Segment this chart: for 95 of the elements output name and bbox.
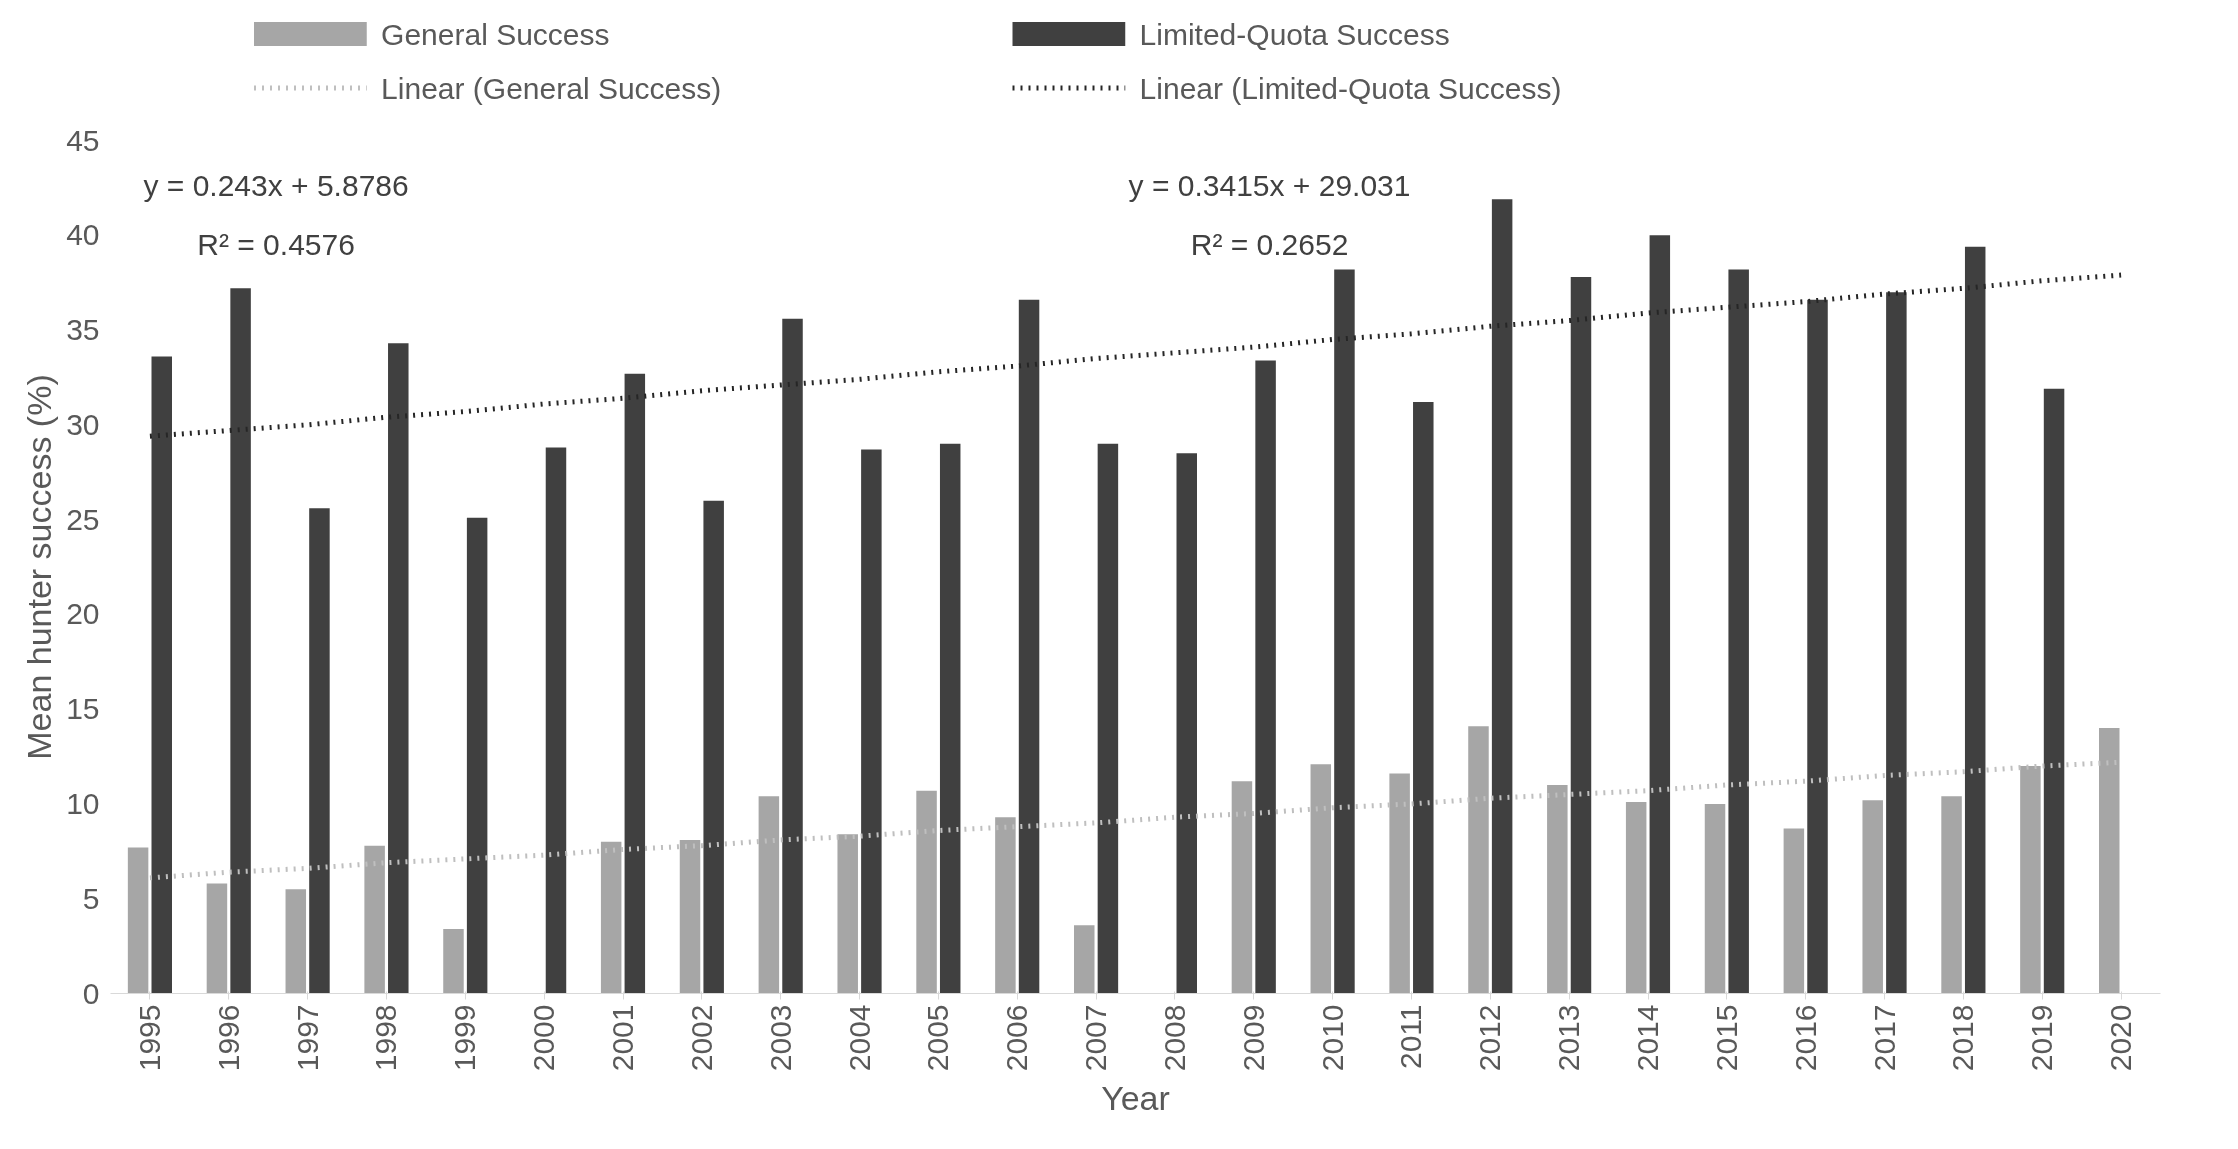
bar — [364, 845, 385, 994]
x-tick-label: 1995 — [132, 1004, 166, 1072]
bar — [1807, 299, 1828, 994]
bar — [1886, 292, 1907, 994]
legend-label: Limited-Quota Success — [1139, 17, 1450, 51]
bar — [1704, 803, 1726, 994]
bar — [206, 883, 228, 994]
bar — [2020, 766, 2041, 994]
bar — [388, 343, 409, 994]
bar — [1964, 246, 1986, 994]
x-tick-label: 1996 — [211, 1004, 245, 1072]
x-tick-label: 2009 — [1236, 1004, 1270, 1072]
x-tick-label: 2014 — [1631, 1004, 1664, 1072]
bar — [1255, 360, 1276, 994]
x-tick-label: 2012 — [1473, 1004, 1507, 1072]
x-tick-label: 1998 — [369, 1004, 403, 1072]
bar — [1097, 443, 1119, 994]
bar — [1941, 796, 1962, 994]
bar — [545, 447, 567, 994]
bar — [1862, 800, 1883, 994]
y-tick-label: 0 — [82, 976, 100, 1010]
bar — [782, 318, 803, 994]
x-tick-label: 2007 — [1079, 1004, 1113, 1072]
x-tick-label: 2019 — [2025, 1004, 2059, 1072]
y-tick-label: 5 — [82, 881, 100, 915]
bar — [285, 889, 307, 994]
bar — [1491, 199, 1513, 994]
x-tick-label: 2015 — [1709, 1004, 1743, 1072]
annotation: y = 0.243x + 5.8786 — [143, 169, 409, 203]
bar — [230, 288, 251, 994]
bar — [1018, 299, 1040, 994]
bar — [995, 817, 1016, 994]
x-tick-label: 2000 — [527, 1004, 561, 1072]
bar — [1570, 276, 1592, 994]
bar — [1468, 726, 1489, 994]
annotation: R² = 0.4576 — [197, 228, 355, 262]
x-tick-label: 2001 — [606, 1004, 639, 1072]
legend-label: Linear (Limited-Quota Success) — [1139, 71, 1562, 105]
y-tick-label: 25 — [66, 502, 100, 536]
x-tick-label: 2004 — [842, 1004, 876, 1072]
bar — [600, 841, 622, 994]
bar — [2043, 388, 2065, 994]
bar — [1310, 764, 1332, 994]
x-tick-label: 2018 — [1946, 1004, 1980, 1072]
x-tick-label: 2010 — [1315, 1004, 1349, 1072]
x-axis-title: Year — [1101, 1079, 1170, 1118]
x-tick-label: 2003 — [763, 1004, 797, 1072]
bar — [443, 929, 464, 994]
bar — [1547, 784, 1568, 994]
bar — [1334, 269, 1355, 994]
x-tick-label: 2011 — [1394, 1004, 1428, 1070]
x-tick-label: 2020 — [2104, 1004, 2138, 1072]
bar — [1389, 773, 1410, 994]
x-tick-label: 2016 — [1788, 1004, 1822, 1072]
bar — [1413, 402, 1434, 994]
x-tick-label: 2008 — [1157, 1004, 1191, 1072]
y-tick-label: 15 — [66, 692, 100, 726]
bar — [916, 790, 937, 994]
y-tick-label: 40 — [66, 218, 100, 252]
x-tick-label: 2017 — [1867, 1004, 1901, 1072]
x-tick-label: 2013 — [1552, 1004, 1586, 1072]
x-tick-label: 1997 — [290, 1004, 324, 1072]
bar — [758, 796, 780, 994]
bar — [1728, 269, 1749, 994]
bar — [1176, 453, 1197, 994]
bar — [1783, 828, 1805, 994]
bar — [1649, 235, 1671, 994]
y-tick-label: 10 — [66, 786, 100, 820]
bar — [1625, 802, 1647, 994]
y-tick-label: 45 — [66, 123, 100, 157]
y-tick-label: 20 — [66, 597, 100, 631]
bar — [466, 517, 488, 994]
legend-label: Linear (General Success) — [381, 71, 722, 105]
x-tick-label: 2002 — [684, 1004, 718, 1072]
bar — [837, 834, 858, 994]
bar — [151, 356, 172, 994]
bar — [2099, 728, 2120, 994]
x-tick-label: 2006 — [1000, 1004, 1034, 1072]
bar — [703, 500, 724, 994]
y-axis-title: Mean hunter success (%) — [20, 374, 59, 760]
y-tick-label: 30 — [66, 407, 100, 441]
bar — [1074, 925, 1095, 994]
bar — [624, 373, 646, 994]
bar — [309, 508, 330, 994]
x-tick-label: 1999 — [448, 1004, 482, 1072]
annotation: R² = 0.2652 — [1190, 228, 1349, 262]
bar — [1231, 781, 1253, 994]
legend-label: General Success — [381, 17, 610, 51]
x-tick-label: 2005 — [921, 1004, 955, 1072]
bar — [939, 443, 961, 994]
bar — [127, 847, 149, 994]
annotation: y = 0.3415x + 29.031 — [1128, 169, 1411, 203]
y-tick-label: 35 — [66, 313, 100, 347]
bar — [679, 839, 701, 994]
bar — [861, 449, 882, 994]
